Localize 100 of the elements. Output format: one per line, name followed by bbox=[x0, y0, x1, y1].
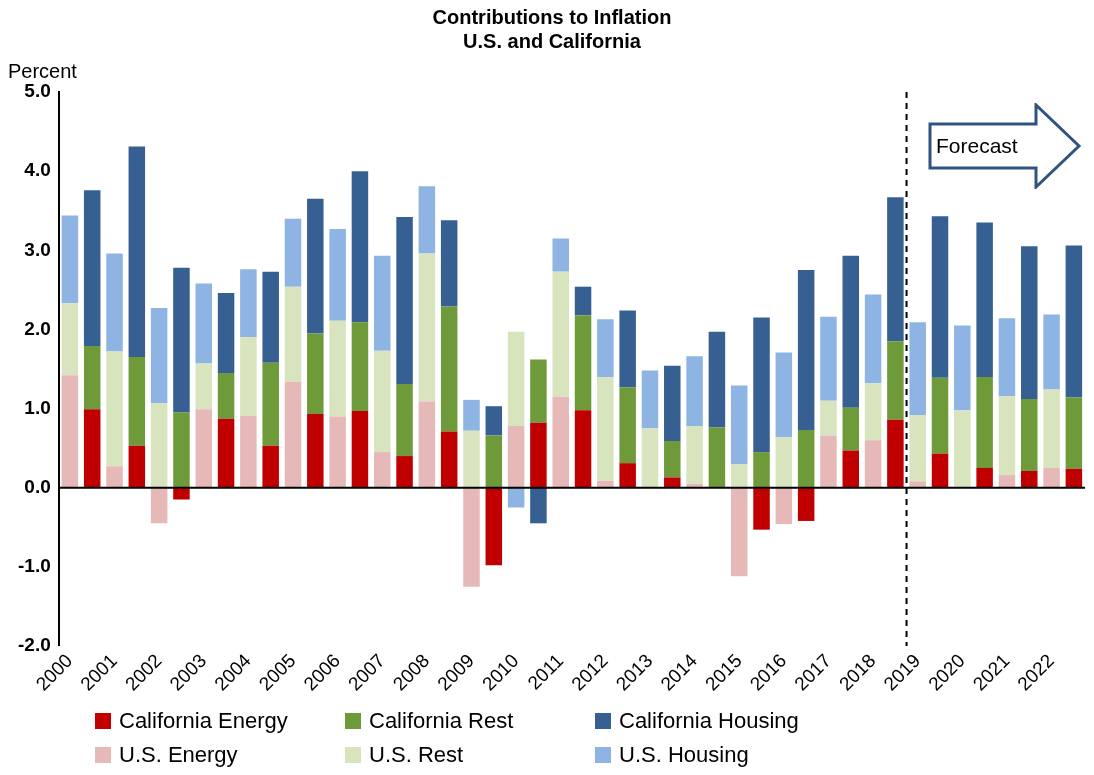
bar bbox=[775, 437, 793, 488]
bar bbox=[842, 450, 860, 488]
bar bbox=[307, 414, 324, 488]
bar bbox=[106, 466, 123, 488]
bar bbox=[820, 316, 837, 401]
bar bbox=[351, 410, 369, 488]
bar bbox=[284, 218, 302, 287]
bar bbox=[998, 395, 1016, 476]
bar bbox=[240, 269, 257, 338]
bar bbox=[552, 271, 569, 397]
bar bbox=[597, 376, 614, 481]
bar bbox=[262, 271, 279, 363]
bar bbox=[418, 401, 436, 488]
bar bbox=[552, 396, 569, 488]
bar bbox=[463, 430, 480, 488]
bar bbox=[664, 477, 681, 488]
bar bbox=[329, 228, 346, 321]
y-tick-label: -2.0 bbox=[17, 634, 51, 656]
bar bbox=[373, 350, 391, 453]
bar bbox=[730, 385, 748, 464]
bar bbox=[61, 303, 79, 376]
bar bbox=[775, 487, 793, 525]
bar bbox=[307, 198, 324, 334]
bar bbox=[775, 352, 793, 438]
bar bbox=[262, 445, 279, 488]
bar bbox=[574, 286, 592, 316]
bar bbox=[284, 286, 302, 382]
bar bbox=[954, 325, 971, 411]
bar bbox=[418, 186, 436, 254]
bar bbox=[217, 418, 235, 488]
bar bbox=[507, 425, 525, 488]
bar bbox=[396, 217, 413, 385]
bar bbox=[329, 320, 346, 417]
bar bbox=[217, 372, 235, 419]
bar bbox=[686, 356, 703, 426]
bar bbox=[686, 425, 703, 484]
bar bbox=[83, 409, 101, 488]
bar bbox=[887, 197, 904, 342]
bar bbox=[307, 333, 324, 415]
bar bbox=[887, 341, 904, 420]
bar bbox=[976, 222, 993, 377]
bar bbox=[597, 319, 614, 377]
bar bbox=[976, 376, 993, 468]
bar bbox=[931, 216, 949, 378]
chart-title: Contributions to Inflation U.S. and California bbox=[432, 5, 672, 52]
bar bbox=[373, 452, 391, 488]
bar bbox=[61, 375, 79, 488]
y-tick-label: 3.0 bbox=[24, 238, 51, 260]
bar bbox=[842, 407, 860, 451]
bar bbox=[128, 357, 146, 446]
bar bbox=[396, 456, 413, 488]
y-tick-label: 0.0 bbox=[24, 475, 51, 497]
bar bbox=[753, 317, 770, 453]
bar bbox=[641, 370, 659, 429]
legend-label: California Rest bbox=[369, 708, 514, 734]
bar bbox=[1065, 468, 1083, 488]
bar bbox=[864, 440, 882, 488]
bar bbox=[195, 363, 213, 410]
bar bbox=[998, 475, 1016, 488]
bar bbox=[329, 416, 346, 488]
bar bbox=[664, 365, 681, 442]
bar bbox=[173, 412, 190, 488]
y-axis-title: Percent bbox=[8, 59, 78, 82]
bar bbox=[864, 383, 882, 441]
bar bbox=[83, 190, 101, 347]
bar bbox=[887, 419, 904, 488]
bar bbox=[1043, 389, 1060, 468]
bar bbox=[730, 487, 748, 577]
y-tick-label: 2.0 bbox=[24, 317, 51, 339]
bar bbox=[195, 409, 213, 488]
bar bbox=[240, 415, 257, 488]
bar bbox=[418, 253, 436, 402]
bar bbox=[820, 435, 837, 488]
bar bbox=[440, 306, 458, 432]
bar bbox=[708, 427, 726, 488]
bar bbox=[753, 487, 770, 530]
bar bbox=[530, 487, 547, 524]
bar bbox=[1021, 399, 1038, 472]
bar bbox=[842, 255, 860, 408]
bar bbox=[909, 414, 926, 482]
bar bbox=[954, 410, 971, 488]
bar bbox=[128, 146, 146, 358]
bar bbox=[552, 238, 569, 272]
legend-label: U.S. Rest bbox=[369, 742, 464, 768]
bar bbox=[150, 403, 168, 488]
y-tick-label: 1.0 bbox=[24, 396, 51, 418]
legend-label: U.S. Energy bbox=[119, 742, 238, 768]
bar bbox=[463, 399, 480, 431]
bar bbox=[998, 318, 1016, 396]
bar bbox=[1021, 246, 1038, 400]
bar bbox=[708, 331, 726, 428]
bar bbox=[909, 481, 926, 488]
bar bbox=[1065, 397, 1083, 469]
bar bbox=[931, 453, 949, 488]
y-tick-label: -1.0 bbox=[17, 555, 51, 577]
bar bbox=[976, 467, 993, 488]
bar bbox=[619, 387, 636, 464]
bar bbox=[61, 215, 79, 304]
bar bbox=[820, 400, 837, 436]
bar bbox=[641, 428, 659, 488]
